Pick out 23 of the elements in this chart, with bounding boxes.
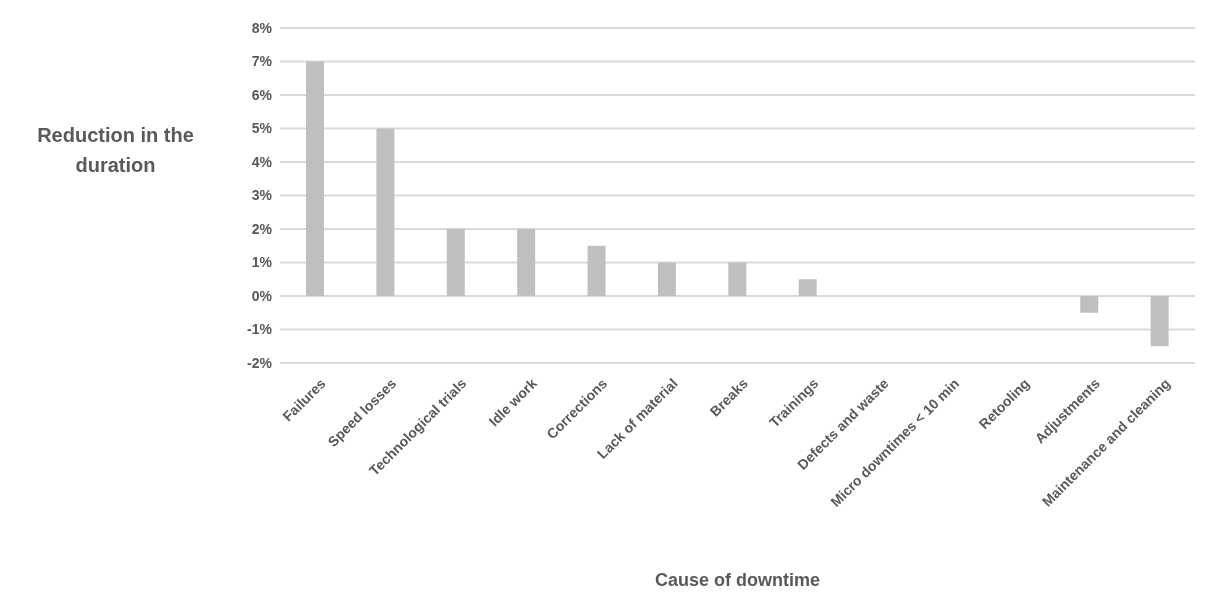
y-tick-label: 5%	[251, 120, 273, 137]
bar	[1080, 296, 1099, 313]
y-tick-label: 7%	[251, 53, 273, 70]
y-tick-label: 0%	[251, 287, 273, 304]
y-tick-label: 3%	[251, 187, 273, 204]
y-tick-label: 4%	[251, 153, 273, 170]
bar	[728, 262, 747, 296]
bar	[1150, 296, 1169, 347]
y-axis-title: Reduction in the duration	[36, 123, 195, 178]
bar	[798, 279, 817, 296]
y-tick-label: -2%	[247, 354, 273, 371]
y-tick-label: -1%	[247, 321, 273, 338]
y-tick-label: 8%	[251, 19, 273, 36]
bar	[657, 262, 676, 296]
y-tick-label: 2%	[251, 220, 273, 237]
y-tick-label: 6%	[251, 86, 273, 103]
y-tick-label: 1%	[251, 254, 273, 271]
bar	[376, 128, 395, 296]
bar	[306, 61, 324, 296]
bar	[587, 245, 606, 296]
x-axis-title: Cause of downtime	[654, 570, 821, 590]
bar	[446, 229, 465, 296]
bar	[517, 229, 536, 296]
